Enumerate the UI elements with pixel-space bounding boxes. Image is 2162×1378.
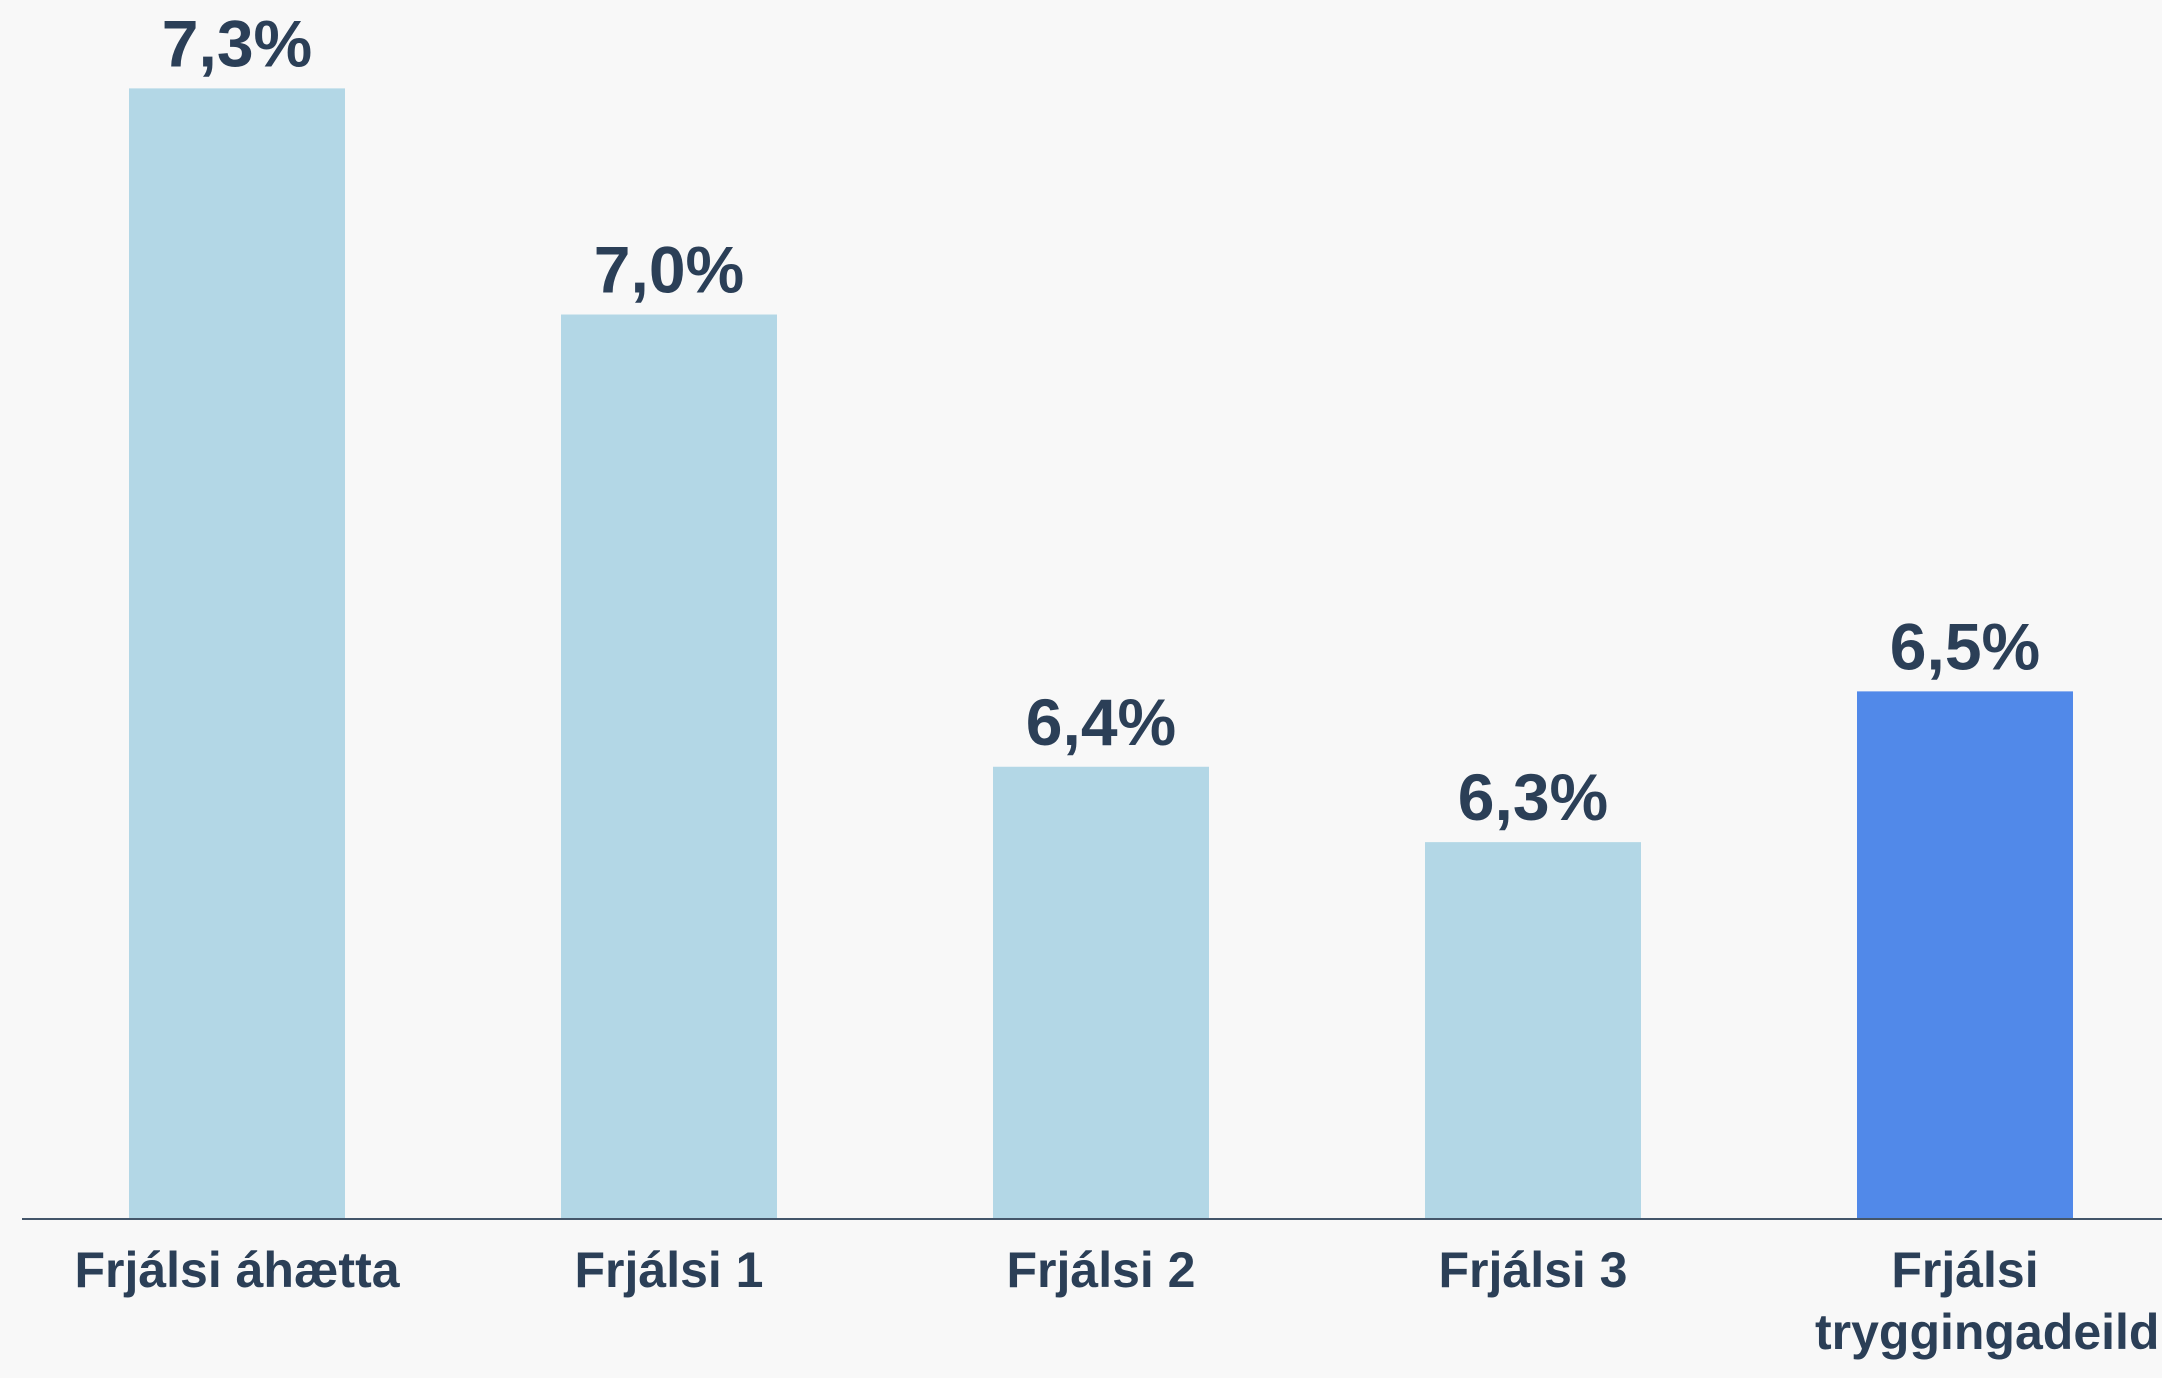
bar — [1857, 691, 2073, 1219]
x-tick-label-box: Frjálsi áhætta — [74, 1242, 400, 1298]
x-tick-label-box: Frjálsi 3 — [1438, 1242, 1628, 1298]
x-tick-label-box: Frjálsi tryggingadeild — [1815, 1242, 2160, 1360]
x-tick-label: Frjálsi tryggingadeild — [1815, 1242, 2160, 1360]
bar — [129, 88, 345, 1219]
value-label: 6,5% — [1890, 609, 2040, 683]
x-tick-label-box: Frjálsi 1 — [574, 1242, 764, 1298]
x-tick-label: Frjálsi 3 — [1438, 1242, 1628, 1298]
bar — [561, 314, 777, 1219]
value-label: 6,4% — [1026, 685, 1176, 759]
x-tick-label-box: Frjálsi 2 — [1006, 1242, 1196, 1298]
bar — [993, 766, 1209, 1219]
x-tick-label: Frjálsi 1 — [574, 1242, 764, 1298]
value-label: 7,3% — [162, 6, 312, 80]
value-label: 6,3% — [1458, 760, 1608, 834]
bar — [1425, 842, 1641, 1219]
value-label: 7,0% — [594, 233, 744, 307]
x-tick-label: Frjálsi áhætta — [74, 1242, 400, 1298]
x-tick-label: Frjálsi 2 — [1006, 1242, 1196, 1298]
